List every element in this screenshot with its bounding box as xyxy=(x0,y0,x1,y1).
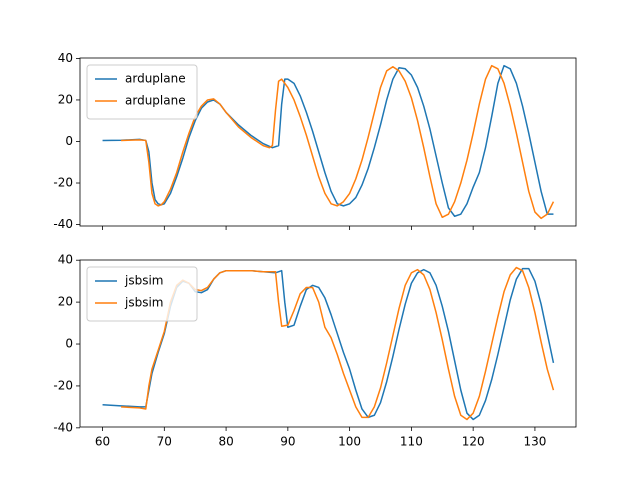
x-tick-label: 130 xyxy=(523,435,546,449)
y-tick-label: 40 xyxy=(58,51,73,65)
y-tick-label: 0 xyxy=(65,134,73,148)
x-tick-label: 70 xyxy=(157,435,172,449)
y-tick-label: 20 xyxy=(58,92,73,106)
x-tick-label: 60 xyxy=(95,435,110,449)
legend-label: jsbsim xyxy=(124,274,163,288)
line-series xyxy=(102,64,554,217)
legend-label: arduplane xyxy=(125,72,186,86)
x-tick-label: 80 xyxy=(218,435,233,449)
y-tick-label: -20 xyxy=(53,378,73,392)
y-tick-label: -40 xyxy=(53,420,73,434)
y-tick-label: 40 xyxy=(58,253,73,267)
line-series xyxy=(121,64,555,220)
axes: 60 70 80 90 100 110 120 130-40-2002040jsbsimjsb… xyxy=(53,253,577,449)
axes-frame xyxy=(79,259,577,428)
axes-frame xyxy=(79,57,577,227)
y-tick-label: 0 xyxy=(65,337,73,351)
x-tick-label: 120 xyxy=(462,435,485,449)
legend-label: jsbsim xyxy=(124,296,163,310)
y-tick-label: 20 xyxy=(58,295,73,309)
legend: jsbsim jsbsim xyxy=(86,266,198,322)
x-tick-label: 110 xyxy=(400,435,423,449)
legend-label: arduplane xyxy=(125,94,186,108)
axes: -40 -20 0 20 40 arduplane arduplane xyxy=(53,51,577,231)
x-tick-label: 100 xyxy=(338,435,361,449)
x-tick-label: 90 xyxy=(280,435,295,449)
legend: arduplane arduplane xyxy=(86,64,198,120)
y-tick-label: -20 xyxy=(53,176,73,190)
y-tick-label: -40 xyxy=(53,217,73,231)
